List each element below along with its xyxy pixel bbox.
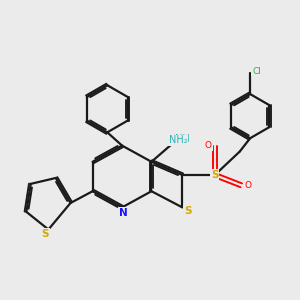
Text: NH₂: NH₂ <box>169 135 187 145</box>
Text: N: N <box>119 208 128 218</box>
Text: S: S <box>42 229 49 239</box>
Text: O: O <box>244 181 251 190</box>
Text: O: O <box>205 141 212 150</box>
Text: S: S <box>184 206 191 216</box>
Text: NH: NH <box>175 134 190 144</box>
Text: Cl: Cl <box>252 67 261 76</box>
Text: S: S <box>211 170 218 180</box>
